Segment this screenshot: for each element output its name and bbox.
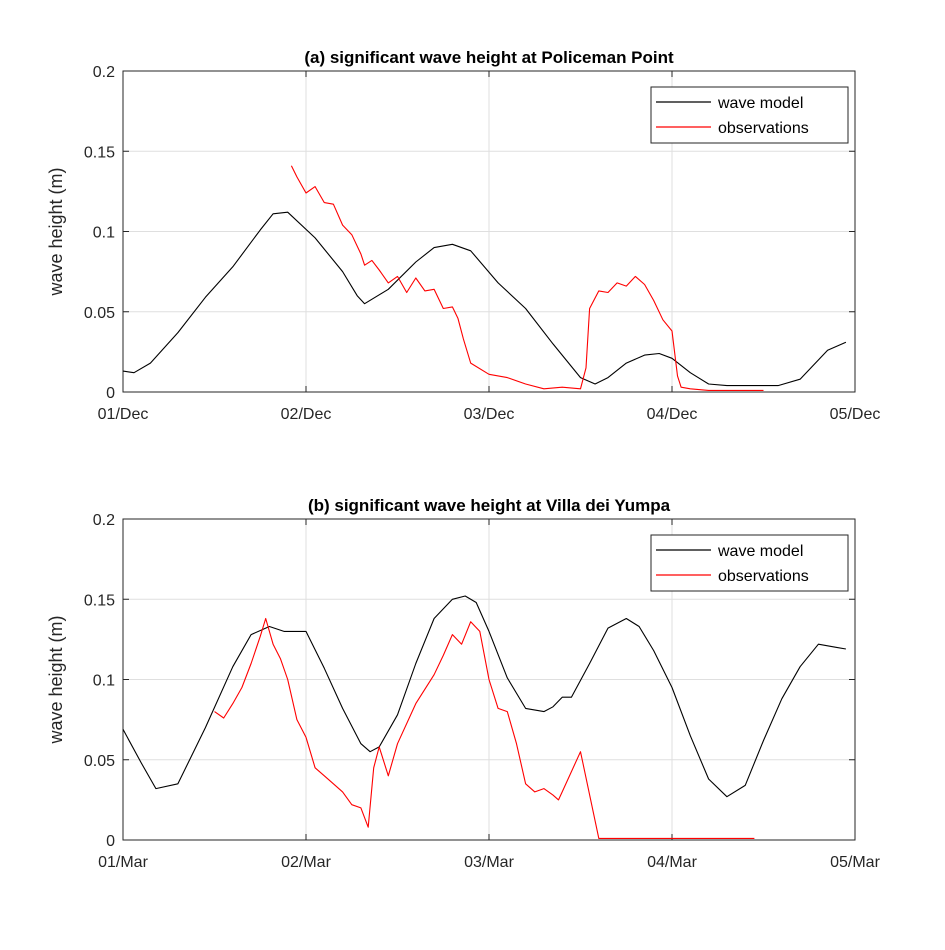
panel-a: 01/Dec 02/Dec 03/Dec 04/Dec 05/Dec 0 0.05 0.1 0.… [46,48,880,423]
panel-a-legend-label: observations [718,120,809,137]
panel-a-title: (a) significant wave height at Policeman… [304,48,674,67]
panel-b-ytick-label: 0.15 [84,592,115,609]
panel-b: 01/Mar 02/Mar 03/Mar 04/Mar 05/Mar 0 0.05 0.1 0.… [46,496,881,871]
panel-a-ytick-label: 0.15 [84,144,115,161]
panel-a-xtick-label: 01/Dec [98,406,149,423]
panel-a-legend-label: wave model [717,95,803,112]
panel-a-xtick-label: 03/Dec [464,406,515,423]
panel-b-xtick-label: 01/Mar [98,854,148,871]
panel-a-series-wave-model-line [122,211,847,387]
panel-a-xtick-label: 05/Dec [830,406,881,423]
panel-b-xtick-label: 05/Mar [830,854,880,871]
panel-b-series-wave-model-line [122,595,846,798]
panel-a-series-observations-line [290,165,764,391]
panel-a-ytick-label: 0.2 [93,64,115,81]
panel-a-ytick-label: 0.05 [84,305,115,322]
panel-b-ytick-label: 0 [106,833,115,850]
panel-b-xtick-label: 04/Mar [647,854,697,871]
panel-a-xtick-label: 02/Dec [281,406,332,423]
panel-b-series-observations-line [214,617,755,839]
panel-b-ytick-label: 0.1 [93,673,115,690]
panel-b-legend-label: observations [718,568,809,585]
panel-a-ytick-label: 0 [106,385,115,402]
panel-b-legend-label: wave model [717,543,803,560]
panel-b-title: (b) significant wave height at Villa dei… [308,496,671,515]
panel-a-ylabel: wave height (m) [46,167,66,296]
panel-a-xtick-label: 04/Dec [647,406,698,423]
panel-b-ytick-label: 0.2 [93,512,115,529]
panel-b-xtick-label: 02/Mar [281,854,331,871]
panel-b-xtick-label: 03/Mar [464,854,514,871]
panel-a-ytick-label: 0.1 [93,225,115,242]
panel-b-legend [650,534,849,592]
panel-b-ylabel: wave height (m) [46,615,66,744]
panel-a-legend [650,86,849,144]
panel-b-ytick-label: 0.05 [84,753,115,770]
